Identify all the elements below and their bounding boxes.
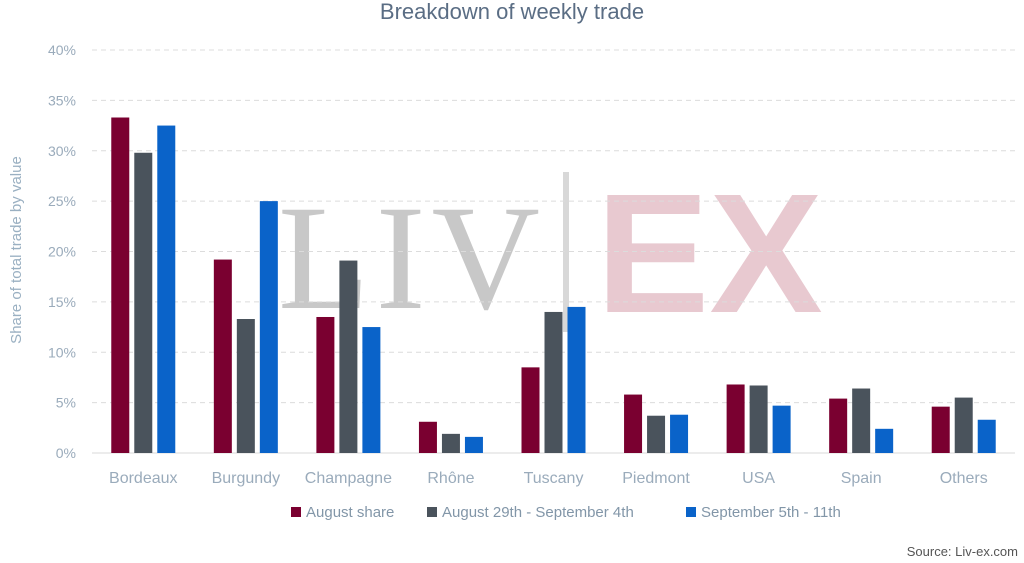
source-note: Source: Liv-ex.com bbox=[907, 544, 1018, 559]
bar bbox=[339, 260, 358, 453]
legend-label: August share bbox=[306, 504, 394, 521]
x-axis-tick-labels: Bordeaux Burgundy Champagne Rhône Tuscany Pie… bbox=[109, 470, 988, 487]
bar bbox=[157, 125, 176, 453]
x-tick-label: Burgundy bbox=[212, 470, 281, 487]
bar bbox=[726, 384, 745, 453]
x-tick-label: Bordeaux bbox=[109, 470, 178, 487]
bar bbox=[418, 421, 437, 453]
watermark-ex: EX bbox=[596, 159, 823, 349]
bar bbox=[521, 367, 540, 453]
legend-swatch bbox=[686, 507, 696, 517]
bar bbox=[544, 311, 563, 453]
y-tick-label: 35% bbox=[48, 92, 76, 108]
bar bbox=[624, 394, 643, 453]
bar bbox=[316, 316, 335, 453]
x-tick-label: Tuscany bbox=[524, 470, 584, 487]
bar bbox=[567, 306, 586, 453]
bar bbox=[362, 327, 381, 453]
y-tick-label: 15% bbox=[48, 294, 76, 310]
y-tick-label: 40% bbox=[48, 42, 76, 58]
y-axis-label: Share of total trade by value bbox=[8, 156, 25, 344]
y-tick-label: 30% bbox=[48, 143, 76, 159]
watermark-divider bbox=[563, 172, 569, 332]
y-tick-label: 0% bbox=[56, 445, 76, 461]
y-tick-label: 5% bbox=[56, 395, 76, 411]
legend-label: September 5th - 11th bbox=[701, 504, 841, 521]
y-tick-label: 20% bbox=[48, 244, 76, 260]
bar bbox=[134, 152, 153, 453]
legend: August share August 29th - September 4th S… bbox=[291, 504, 841, 521]
legend-label: August 29th - September 4th bbox=[442, 504, 634, 521]
bar bbox=[213, 259, 232, 453]
bar bbox=[772, 405, 791, 453]
liv-ex-watermark: LIV EX bbox=[278, 159, 823, 349]
bar bbox=[749, 385, 768, 453]
bar bbox=[236, 319, 255, 453]
bar bbox=[441, 433, 460, 453]
x-tick-label: USA bbox=[742, 470, 775, 487]
bar bbox=[954, 397, 973, 453]
bar bbox=[647, 415, 666, 453]
bar bbox=[111, 117, 130, 453]
y-tick-label: 25% bbox=[48, 193, 76, 209]
x-tick-label: Rhône bbox=[427, 470, 474, 487]
y-axis-tick-labels: 0% 5% 10% 15% 20% 25% 30% 35% 40% bbox=[48, 42, 76, 461]
chart-title: Breakdown of weekly trade bbox=[380, 0, 644, 24]
bar bbox=[464, 436, 483, 453]
x-tick-label: Piedmont bbox=[622, 470, 690, 487]
y-tick-label: 10% bbox=[48, 344, 76, 360]
legend-swatch bbox=[427, 507, 437, 517]
bar bbox=[670, 414, 689, 453]
x-tick-label: Champagne bbox=[305, 470, 392, 487]
watermark-liv: LIV bbox=[278, 175, 546, 341]
x-tick-label: Others bbox=[940, 470, 988, 487]
bar bbox=[977, 419, 996, 453]
bar bbox=[852, 388, 871, 453]
bar bbox=[259, 201, 278, 453]
bar bbox=[875, 428, 894, 453]
legend-swatch bbox=[291, 507, 301, 517]
bar bbox=[829, 398, 848, 453]
bars bbox=[111, 117, 996, 453]
bar bbox=[931, 406, 950, 453]
x-tick-label: Spain bbox=[841, 470, 882, 487]
